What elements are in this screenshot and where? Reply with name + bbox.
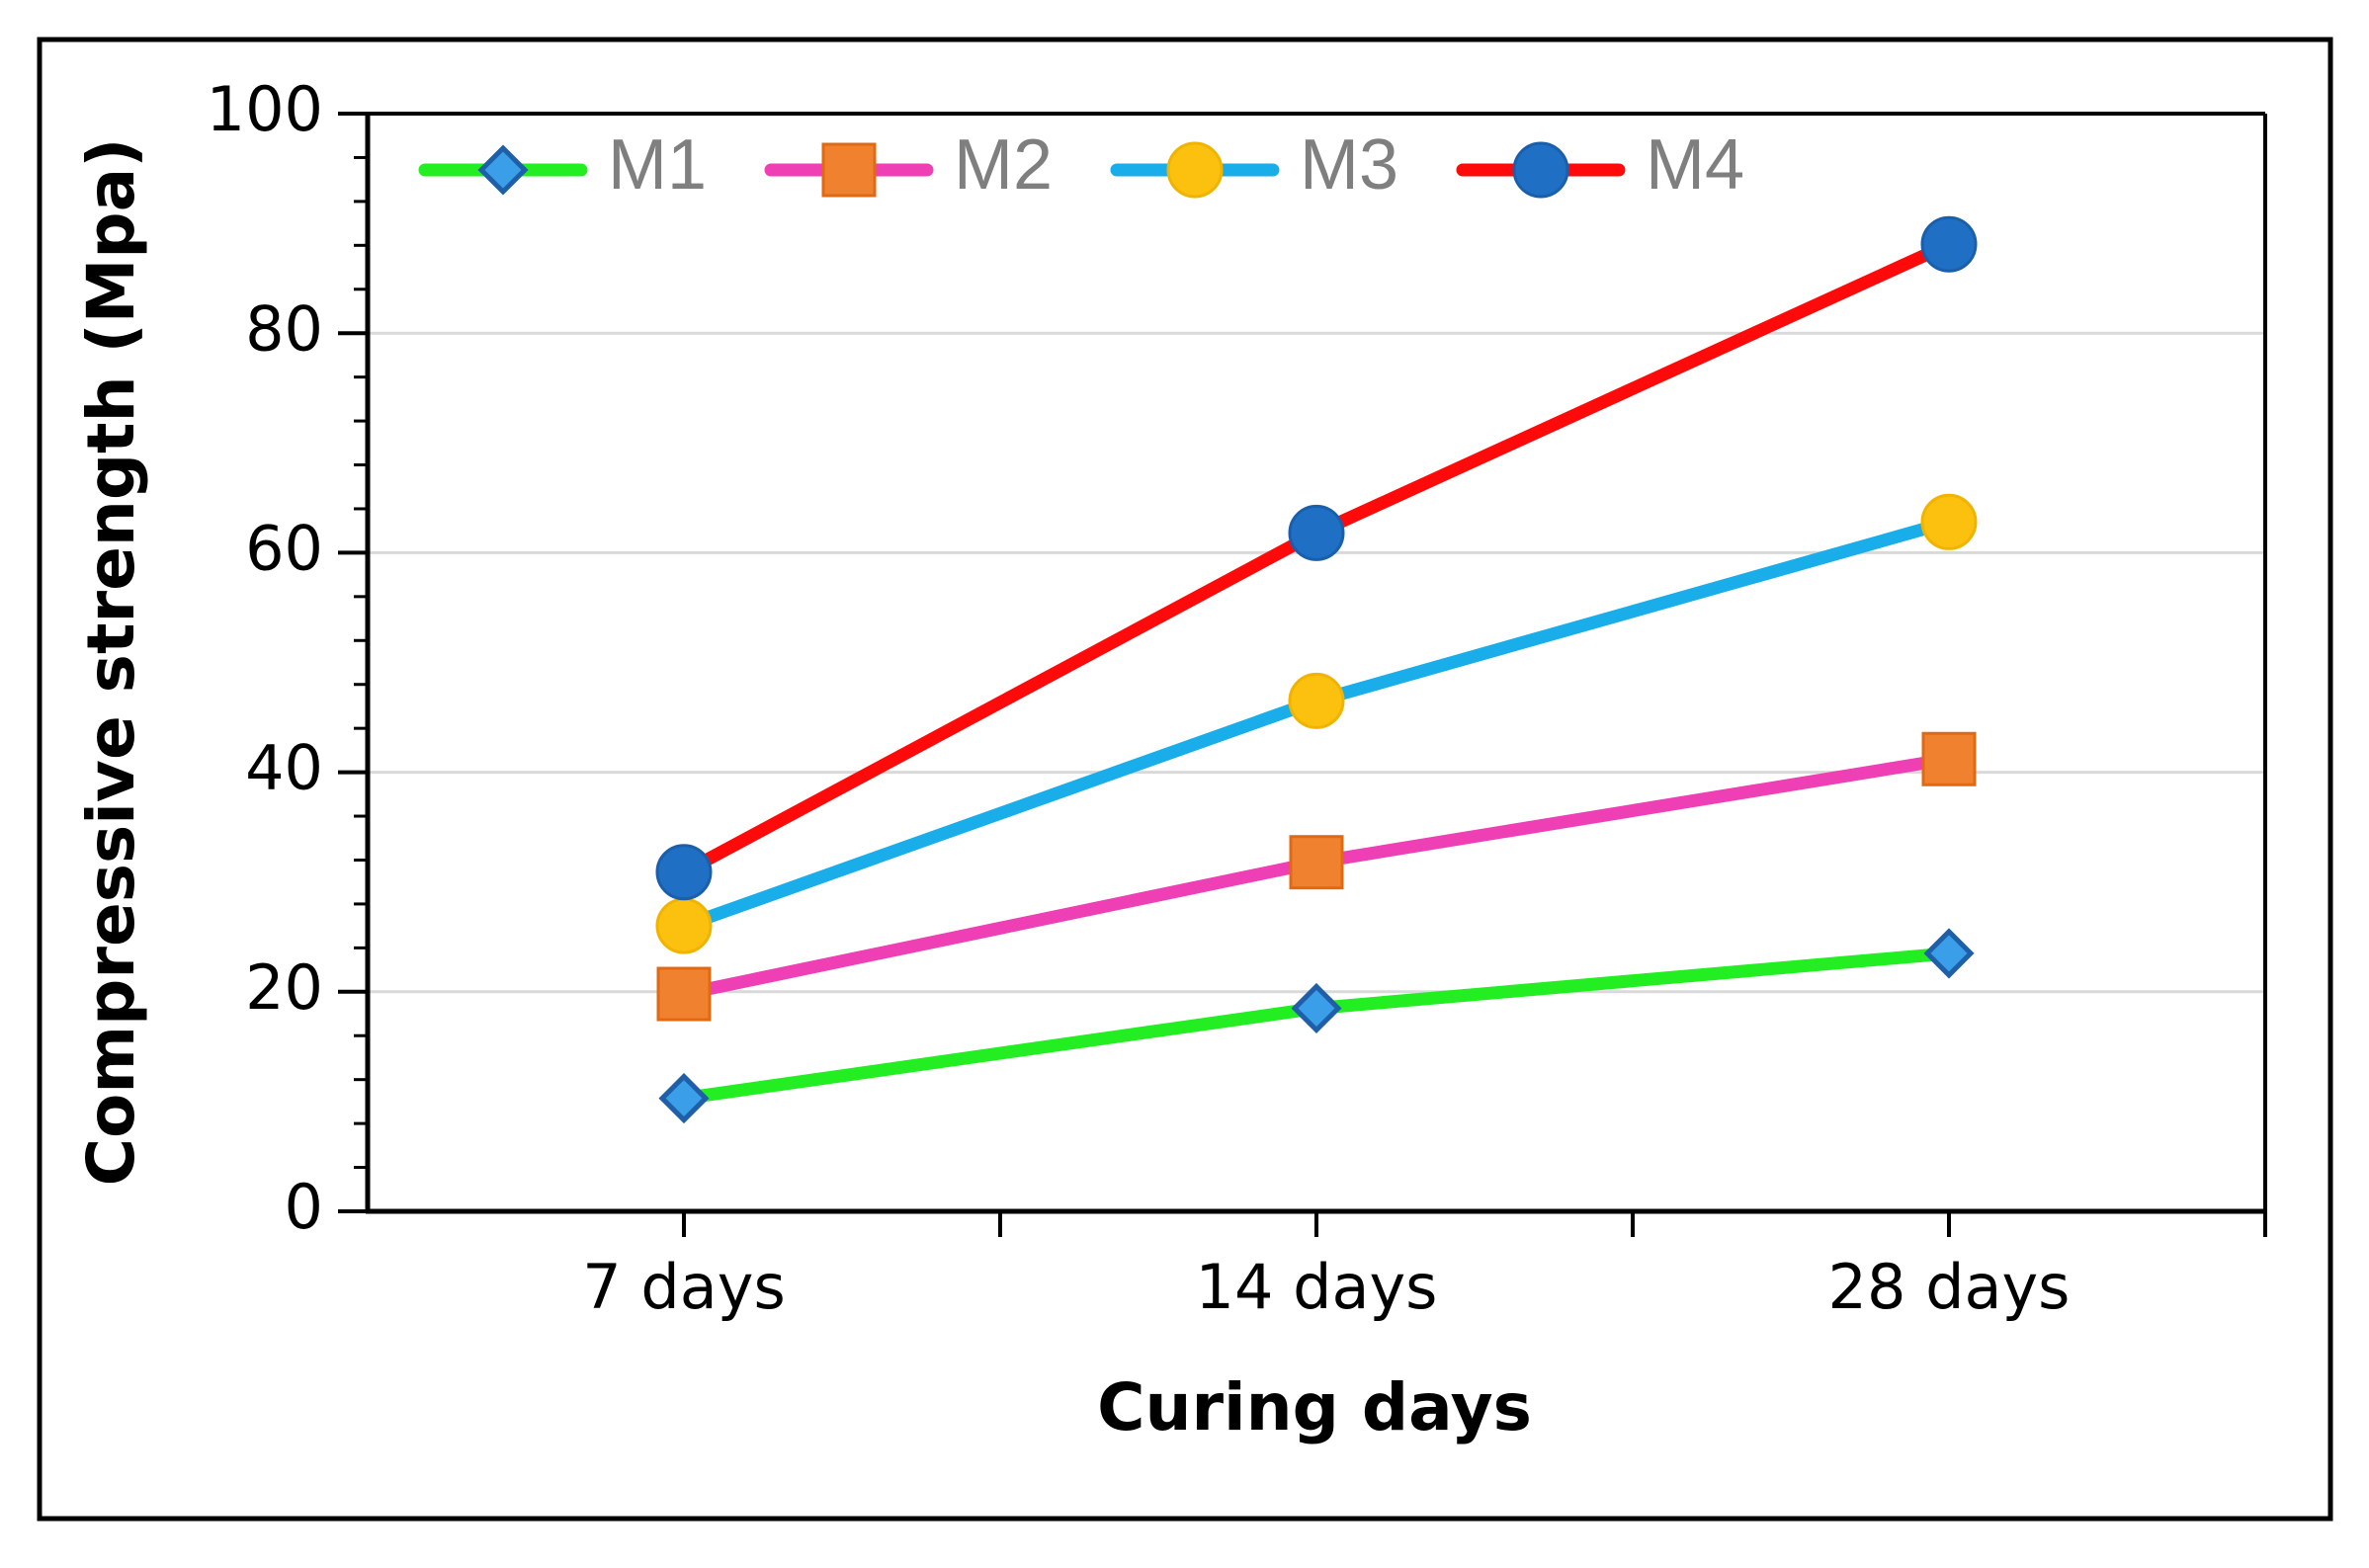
m2-marker-point — [1921, 731, 1977, 786]
m2-marker-point — [1289, 835, 1344, 890]
y-tick-label: 60 — [245, 512, 323, 584]
m3-marker-point — [1288, 672, 1345, 729]
m2-marker-legend — [821, 142, 877, 198]
m3-marker-legend — [1166, 141, 1224, 199]
y-tick-label: 100 — [207, 73, 323, 145]
m3-marker-point — [655, 897, 713, 954]
m1-legend-label: M1 — [608, 125, 707, 205]
x-tick-label: 28 days — [1828, 1251, 2071, 1323]
m4-marker-point — [1920, 215, 1978, 273]
m4-legend-label: M4 — [1646, 125, 1744, 205]
x-tick-label: 7 days — [582, 1251, 786, 1323]
y-tick-label: 20 — [245, 951, 323, 1024]
m2-legend-label: M2 — [954, 125, 1053, 205]
m4-marker-legend — [1512, 141, 1569, 199]
m3-marker-point — [1920, 493, 1978, 550]
m1-marker-legend — [477, 144, 529, 196]
y-tick-label: 0 — [285, 1171, 323, 1243]
series-layer — [655, 215, 1978, 1124]
m3-legend-label: M3 — [1300, 125, 1398, 205]
m4-marker-point — [655, 844, 713, 901]
m1-marker-point — [1291, 982, 1342, 1034]
y-tick-label: 80 — [245, 292, 323, 365]
x-axis-title: Curing days — [1097, 1369, 1532, 1445]
x-tick-label: 14 days — [1196, 1251, 1438, 1323]
y-tick-label: 40 — [245, 732, 323, 804]
m4-marker-point — [1288, 504, 1345, 561]
y-axis-title: Compressive strength (Mpa) — [73, 138, 149, 1187]
m2-marker-point — [656, 966, 712, 1022]
axes: 0 20 40 60 80 100 7 days 14 days 28 days — [207, 73, 2267, 1323]
m1-marker-point — [1923, 928, 1975, 979]
legend: M1 M2 M3 M4 — [418, 125, 1744, 205]
m1-marker-point — [658, 1073, 710, 1124]
